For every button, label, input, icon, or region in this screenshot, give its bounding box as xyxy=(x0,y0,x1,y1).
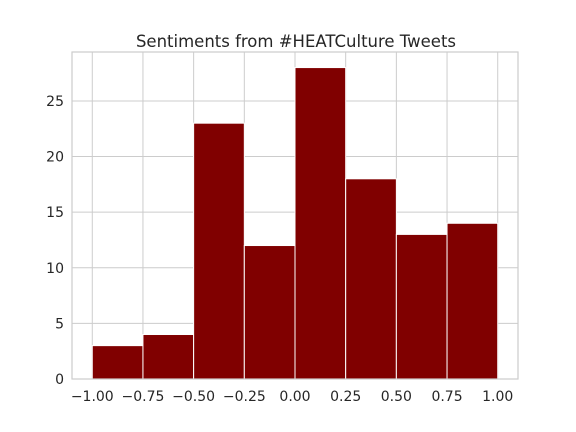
histogram-bar xyxy=(244,246,295,379)
histogram-bar xyxy=(346,179,397,379)
x-tick-label: −0.75 xyxy=(122,389,165,405)
x-tick-label: −0.25 xyxy=(223,389,266,405)
histogram-bar xyxy=(194,123,245,379)
y-axis-ticks: 0 5 10 15 20 25 xyxy=(46,94,64,388)
y-tick-label: 10 xyxy=(46,261,64,277)
x-tick-label: 0.25 xyxy=(330,389,361,405)
x-tick-label: −0.50 xyxy=(172,389,215,405)
x-axis-ticks: −1.00 −0.75 −0.50 −0.25 0.00 0.25 0.50 0.75 1.00 xyxy=(71,389,513,405)
x-tick-label: −1.00 xyxy=(71,389,114,405)
x-tick-label: 0.50 xyxy=(381,389,412,405)
x-tick-label: 0.75 xyxy=(431,389,462,405)
y-tick-label: 5 xyxy=(55,316,64,332)
y-tick-label: 25 xyxy=(46,94,64,110)
chart-title: Sentiments from #HEATCulture Tweets xyxy=(136,32,456,51)
x-tick-label: 0.00 xyxy=(279,389,310,405)
y-tick-label: 20 xyxy=(46,150,64,166)
histogram-bar xyxy=(295,68,346,379)
histogram-bars xyxy=(92,68,497,379)
histogram-bar xyxy=(92,346,143,379)
histogram-bar xyxy=(447,223,498,379)
y-tick-label: 15 xyxy=(46,205,64,221)
histogram-bar xyxy=(396,234,447,379)
histogram-bar xyxy=(143,335,194,379)
y-tick-label: 0 xyxy=(55,372,64,388)
x-tick-label: 1.00 xyxy=(482,389,513,405)
